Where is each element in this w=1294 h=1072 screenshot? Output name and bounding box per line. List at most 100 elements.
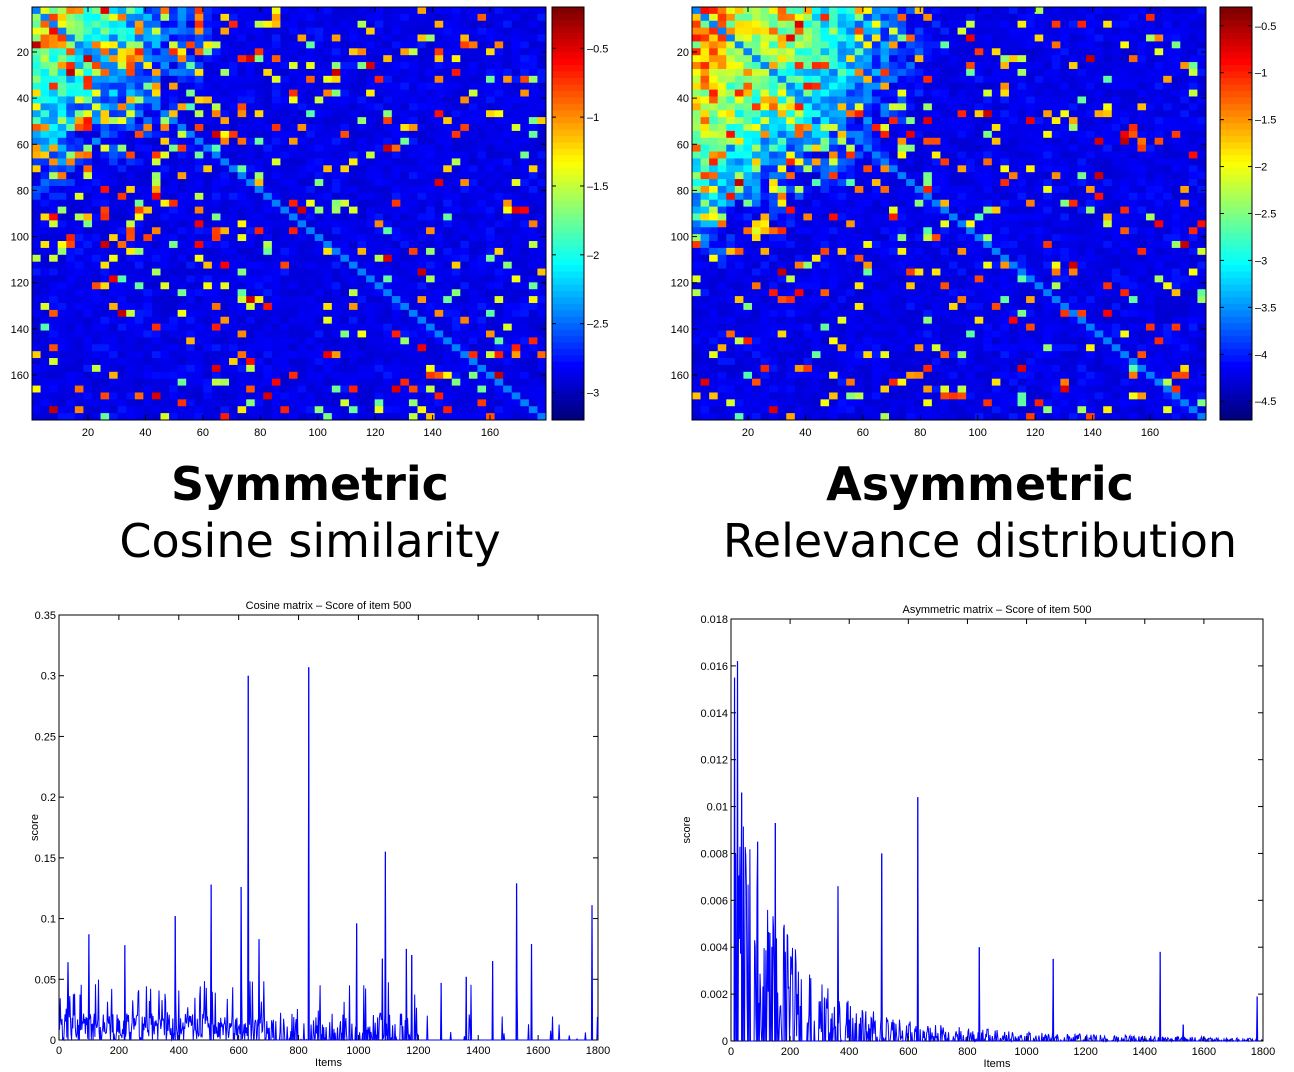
heatmap-cell: [520, 385, 530, 393]
heatmap-cell: [460, 220, 470, 228]
heatmap-cell: [1188, 27, 1198, 35]
heatmap-cell: [177, 351, 187, 359]
heatmap-cell: [169, 55, 179, 63]
heatmap-cell: [280, 227, 290, 235]
heatmap-cell: [443, 364, 453, 373]
heatmap-cell: [100, 254, 110, 263]
heatmap-cell: [40, 296, 50, 304]
heatmap-cell: [169, 124, 179, 132]
heatmap-cell: [57, 130, 67, 139]
heatmap-cell: [477, 110, 487, 118]
heatmap-cell: [511, 364, 521, 373]
heatmap-cell: [477, 75, 487, 84]
heatmap-cell: [143, 254, 153, 263]
heatmap-cell: [237, 41, 247, 49]
heatmap-cell: [769, 75, 779, 84]
heatmap-cell: [340, 165, 350, 173]
heatmap-cell: [366, 392, 376, 400]
heatmap-cell: [451, 13, 461, 22]
heatmap-cell: [143, 316, 153, 325]
heatmap-cell: [700, 82, 710, 90]
heatmap-cell: [66, 103, 76, 111]
heatmap-cell: [314, 241, 324, 249]
heatmap-cell: [520, 213, 530, 221]
heatmap-cell: [109, 55, 119, 63]
heatmap-cell: [263, 241, 273, 249]
heatmap-cell: [897, 34, 907, 42]
heatmap-cell: [1103, 75, 1113, 84]
heatmap-cell: [468, 158, 478, 166]
heatmap-cell: [169, 110, 179, 118]
heatmap-cell: [494, 27, 504, 35]
heatmap-cell: [726, 124, 736, 132]
heatmap-cell: [331, 124, 341, 132]
heatmap-cell: [1111, 68, 1121, 77]
heatmap-cell: [160, 137, 170, 146]
heatmap-cell: [229, 351, 238, 359]
heatmap-cell: [1180, 130, 1190, 139]
heatmap-cell: [1026, 62, 1036, 70]
heatmap-cell: [374, 241, 384, 249]
heatmap-cell: [323, 351, 333, 359]
heatmap-cell: [323, 7, 333, 15]
heatmap-cell: [340, 199, 350, 208]
heatmap-cell: [280, 392, 290, 400]
heatmap-cell: [1094, 48, 1104, 56]
heatmap-cell: [211, 309, 221, 318]
heatmap-cell: [169, 413, 179, 421]
heatmap-cell: [786, 110, 796, 118]
heatmap-cell: [692, 55, 701, 63]
heatmap-cell: [1060, 130, 1070, 139]
heatmap-cell: [57, 158, 67, 166]
heatmap-cell: [520, 351, 530, 359]
heatmap-cell: [477, 13, 487, 22]
heatmap-cell: [126, 309, 136, 318]
heatmap-cell: [940, 144, 950, 152]
heatmap-cell: [914, 62, 924, 70]
heatmap-cell: [1188, 130, 1198, 139]
heatmap-cell: [280, 68, 290, 77]
heatmap-cell: [820, 144, 830, 152]
heatmap-cell: [289, 371, 298, 380]
heatmap-cell: [1120, 48, 1130, 56]
heatmap-cell: [160, 151, 170, 159]
heatmap-cell: [820, 68, 830, 77]
heatmap-cell: [314, 296, 324, 304]
heatmap-cell: [263, 144, 273, 152]
heatmap-cell: [366, 358, 376, 366]
heatmap-cell: [528, 399, 538, 407]
heatmap-cell: [528, 103, 538, 111]
heatmap-cell: [100, 206, 110, 214]
heatmap-cell: [211, 89, 221, 97]
heatmap-cell: [769, 82, 779, 90]
heatmap-cell: [306, 296, 316, 304]
heatmap-cell: [169, 48, 179, 56]
heatmap-cell: [151, 351, 161, 359]
heatmap-cell: [760, 96, 770, 104]
heatmap-cell: [211, 282, 221, 290]
heatmap-cell: [100, 399, 110, 407]
heatmap-cell: [503, 7, 513, 15]
heatmap-cell: [460, 179, 470, 187]
heatmap-cell: [74, 7, 84, 15]
heatmap-cell: [537, 261, 547, 269]
heatmap-cell: [537, 130, 547, 139]
heatmap-cell: [391, 378, 401, 386]
heatmap-cell: [323, 234, 333, 242]
heatmap-cell: [374, 20, 384, 29]
heatmap-cell: [1137, 13, 1147, 22]
heatmap-cell: [151, 227, 161, 235]
heatmap-cell: [451, 344, 461, 352]
heatmap-cell: [348, 323, 358, 331]
heatmap-cell: [32, 89, 41, 97]
heatmap-cell: [229, 344, 238, 352]
heatmap-cell: [417, 68, 427, 77]
heatmap-cell: [400, 227, 410, 235]
heatmap-cell: [897, 137, 907, 146]
heatmap-cell: [314, 192, 324, 201]
heatmap-cell: [468, 289, 478, 297]
heatmap-cell: [74, 241, 84, 249]
heatmap-cell: [66, 48, 76, 56]
heatmap-cell: [846, 137, 856, 146]
heatmap-cell: [366, 103, 376, 111]
